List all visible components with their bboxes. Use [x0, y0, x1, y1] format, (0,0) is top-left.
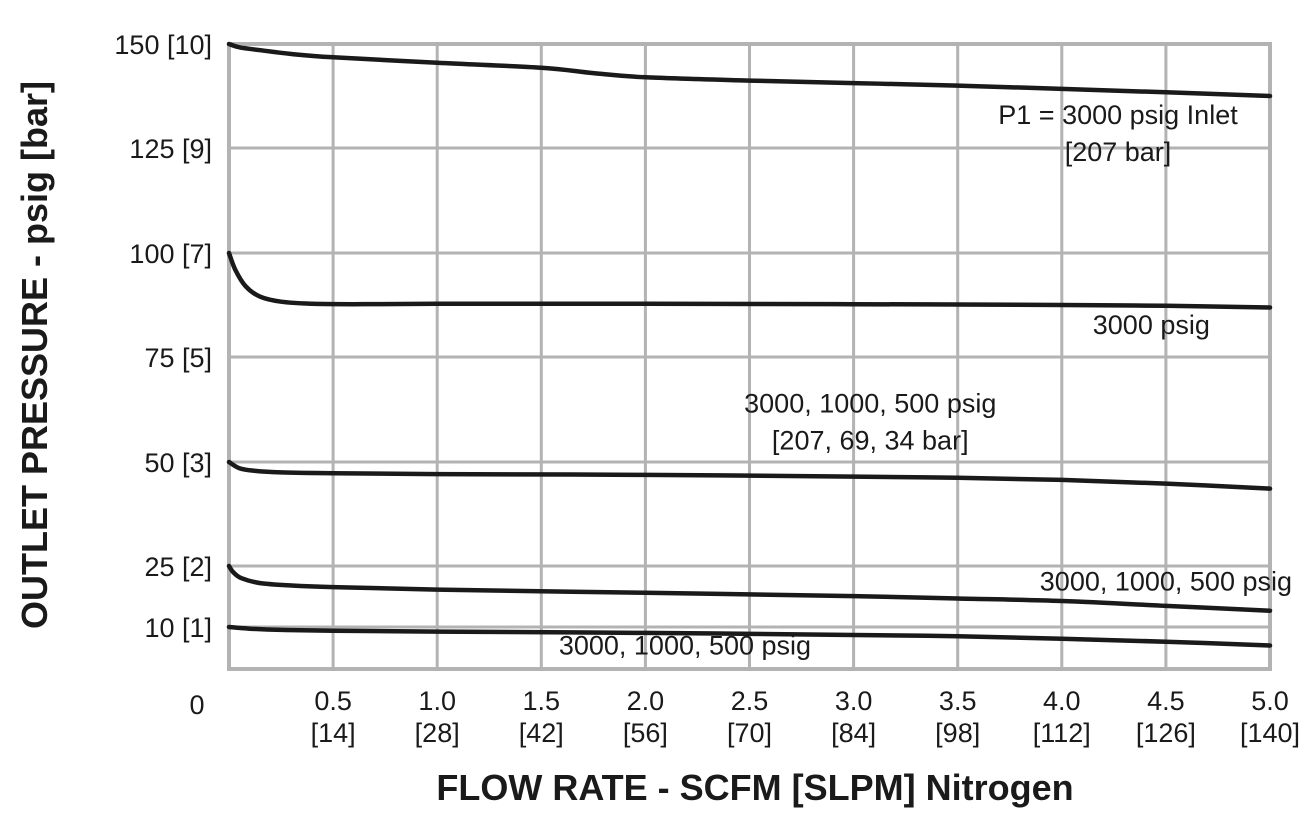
- x-tick-label: 5.0: [1251, 686, 1289, 716]
- x-axis-title: FLOW RATE - SCFM [SLPM] Nitrogen: [436, 767, 1073, 808]
- grid: [227, 42, 1272, 671]
- y-tick-label: 10 [1]: [144, 613, 212, 643]
- series-group: [226, 41, 1273, 648]
- x-tick-sublabel: [70]: [727, 718, 772, 748]
- annotation-text: 3000, 1000, 500 psig: [1040, 566, 1292, 596]
- x-tick-label: 0.5: [314, 686, 352, 716]
- x-tick-sublabel: [84]: [831, 718, 876, 748]
- x-tick-sublabel: [98]: [935, 718, 980, 748]
- annotation-text: 3000, 1000, 500 psig: [744, 388, 996, 418]
- x-tick-labels: 0.5[14] 1.0[28] 1.5[42] 2.0[56] 2.5[70] 3.0[8…: [311, 686, 1300, 748]
- annotation-text: P1 = 3000 psig Inlet: [998, 100, 1238, 130]
- x-tick-sublabel: [126]: [1136, 718, 1196, 748]
- y-axis-title: OUTLET PRESSURE - psig [bar]: [14, 81, 55, 629]
- x-tick-sublabel: [112]: [1033, 718, 1091, 748]
- x-tick-label: 4.5: [1147, 686, 1185, 716]
- x-tick-label: 3.0: [835, 686, 873, 716]
- x-tick-label: 4.0: [1043, 686, 1081, 716]
- x-tick-sublabel: [140]: [1240, 718, 1300, 748]
- x-tick-label: 2.0: [627, 686, 665, 716]
- y-tick-label: 125 [9]: [129, 134, 212, 164]
- annotation-text: [207, 69, 34 bar]: [772, 425, 969, 455]
- series-line-3: [226, 459, 1273, 491]
- y-tick-label: 25 [2]: [144, 552, 212, 582]
- plot-frame: [227, 42, 1272, 671]
- x-tick-sublabel: [14]: [311, 718, 356, 748]
- y-tick-label: 75 [5]: [144, 343, 212, 373]
- series-line-1: [226, 41, 1273, 99]
- y-tick-label: 150 [10]: [114, 30, 212, 60]
- series-line-4: [226, 563, 1273, 613]
- origin-label: 0: [189, 690, 204, 720]
- annotation-text: 3000 psig: [1093, 310, 1210, 340]
- x-tick-label: 3.5: [939, 686, 977, 716]
- y-tick-label: 100 [7]: [129, 239, 212, 269]
- annotations: P1 = 3000 psig Inlet [207 bar] 3000 psig 30…: [559, 100, 1292, 660]
- x-tick-label: 1.0: [418, 686, 456, 716]
- y-tick-labels: 150 [10] 125 [9] 100 [7] 75 [5] 50 [3] 25 [2]…: [114, 30, 212, 643]
- annotation-text: 3000, 1000, 500 psig: [559, 630, 811, 660]
- series-line-2: [226, 250, 1273, 310]
- x-tick-sublabel: [56]: [623, 718, 668, 748]
- x-tick-sublabel: [42]: [519, 718, 564, 748]
- x-tick-sublabel: [28]: [415, 718, 460, 748]
- x-tick-label: 1.5: [523, 686, 561, 716]
- series-line-5: [226, 624, 1273, 648]
- x-tick-label: 2.5: [731, 686, 769, 716]
- annotation-text: [207 bar]: [1065, 137, 1172, 167]
- y-tick-label: 50 [3]: [144, 448, 212, 478]
